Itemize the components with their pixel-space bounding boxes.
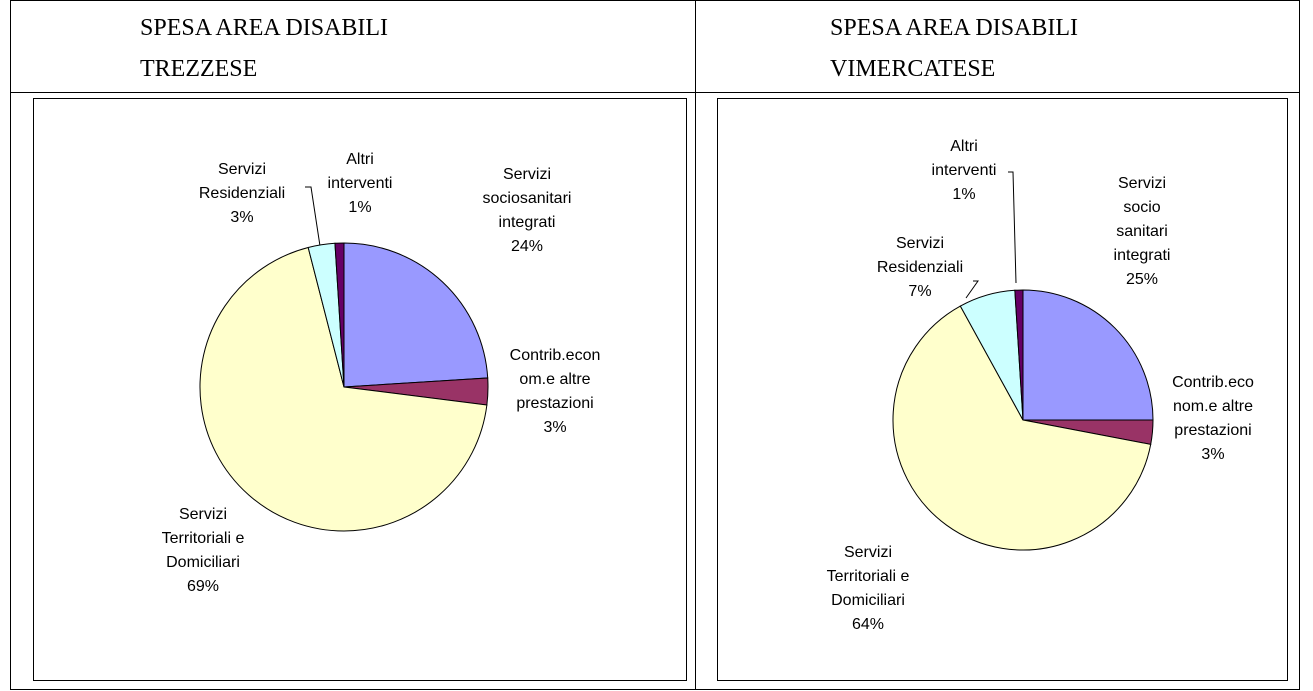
value-label: 64%: [851, 616, 885, 633]
chart-title: SPESA AREA DISABILI VIMERCATESE: [830, 15, 1079, 82]
value-label: 69%: [186, 578, 220, 595]
table-border: [10, 0, 1300, 690]
value-label: 24%: [510, 238, 544, 255]
category-label: Altri interventi: [327, 151, 393, 192]
chart-title: SPESA AREA DISABILI TREZZESE: [140, 15, 389, 82]
slice-label: Servizi socio sanitari integrati 25%: [1114, 172, 1171, 292]
category-label: Servizi Territoriali e Domiciliari: [826, 544, 910, 609]
slice-label: Servizi Territoriali e Domiciliari 69%: [162, 503, 245, 599]
slice-label: Servizi sociosanitari integrati 24%: [483, 163, 572, 259]
slice-label: Servizi Residenziali 7%: [877, 232, 963, 304]
category-label: Servizi sociosanitari integrati: [482, 166, 572, 231]
category-label: Servizi socio sanitari integrati: [1113, 175, 1171, 264]
value-label: 25%: [1125, 271, 1159, 288]
category-label: Contrib.econ om.e altre prestazioni: [509, 347, 601, 412]
leader-line: [965, 280, 979, 299]
value-label: 1%: [952, 186, 976, 203]
slice-label: Contrib.econ om.e altre prestazioni 3%: [510, 344, 601, 440]
pie-slice: [1022, 289, 1154, 421]
leader-line: [305, 186, 321, 247]
category-label: Contrib.eco nom.e altre prestazioni: [1172, 374, 1254, 439]
value-label: 3%: [230, 209, 254, 226]
category-label: Servizi Residenziali: [876, 235, 964, 276]
chart-frame: [717, 98, 1288, 681]
pie-slice: [199, 246, 488, 532]
slice-label: Servizi Residenziali 3%: [199, 158, 285, 230]
leader-line: [1008, 171, 1017, 284]
slice-label: Altri interventi 1%: [328, 148, 393, 220]
category-label: Altri interventi: [931, 138, 997, 179]
chart-frame: [33, 98, 687, 681]
pie-slice: [892, 305, 1152, 551]
slice-label: Servizi Territoriali e Domiciliari 64%: [827, 541, 910, 637]
slice-label: Contrib.eco nom.e altre prestazioni 3%: [1172, 371, 1254, 467]
category-label: Servizi Residenziali: [198, 161, 286, 202]
slice-label: Altri interventi 1%: [932, 135, 997, 207]
value-label: 1%: [348, 199, 372, 216]
value-label: 3%: [543, 419, 567, 436]
value-label: 3%: [1201, 446, 1225, 463]
category-label: Servizi Territoriali e Domiciliari: [161, 506, 245, 571]
value-label: 7%: [908, 283, 932, 300]
pie-slice: [1014, 289, 1024, 421]
pie-slice: [334, 242, 345, 388]
pie-slice: [343, 242, 489, 388]
